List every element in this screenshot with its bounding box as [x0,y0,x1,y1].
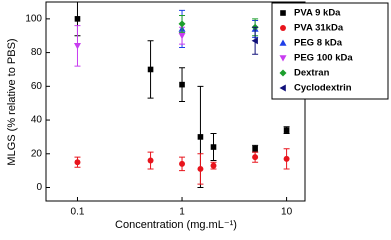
marker [210,162,217,169]
x-tick-label: 1 [179,207,185,218]
plot-frame [45,1,306,202]
legend-marker [279,39,287,46]
marker [251,37,258,45]
legend-marker [279,84,286,92]
legend-label: Dextran [294,68,330,79]
marker [147,157,154,164]
marker [73,43,81,50]
legend-label: PEG 8 kDa [294,38,343,49]
marker [178,32,186,40]
marker [283,155,290,162]
x-tick-label: 0.1 [71,207,85,218]
marker [283,127,290,133]
legend-label: PEG 100 kDa [294,53,353,64]
legend-label: PVA 9 kDa [294,8,341,19]
marker [179,160,186,167]
y-tick-label: 40 [31,115,43,126]
y-tick-label: 60 [31,81,43,92]
marker [197,165,204,172]
marker [178,20,186,28]
marker [197,134,204,140]
marker [147,66,154,73]
marker [252,154,259,161]
marker [74,16,81,22]
legend-label: PVA 31kDa [294,23,344,34]
legend-box [271,2,389,100]
y-tick-label: 0 [36,182,42,193]
x-axis-label: Concentration (mg.mL⁻¹) [115,219,237,231]
marker [74,159,81,166]
legend: PVA 9 kDa PVA 31kDa PEG 8 kDa PEG 100 kDa De… [271,2,389,100]
y-tick-label: 80 [31,47,43,58]
legend-marker [280,10,286,16]
y-axis-label: MLGS (% relative to PBS) [6,38,18,165]
y-tick-label: 100 [25,14,42,25]
chart: Concentration (mg.mL⁻¹) MLGS (% relative… [6,1,389,231]
marker [210,144,217,150]
legend-label: Cyclodextrin [294,83,352,94]
legend-marker [279,69,287,77]
legend-marker [280,25,286,31]
legend-marker [279,55,287,62]
marker [179,81,185,88]
x-tick-label: 10 [281,207,293,218]
marker [252,145,258,152]
y-tick-label: 20 [31,148,43,159]
